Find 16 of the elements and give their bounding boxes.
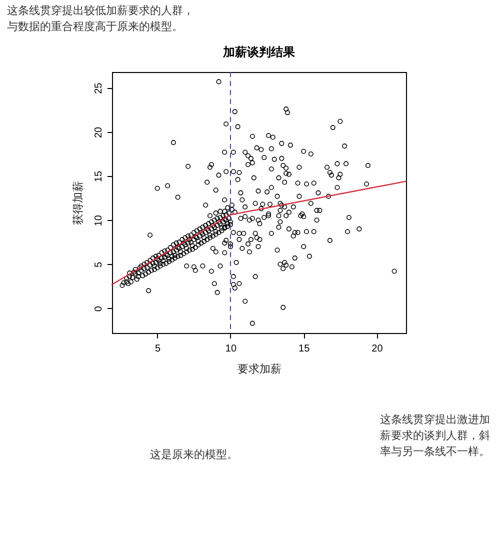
text: 这是原来的模型。 [150,448,238,461]
y-tick-label: 15 [94,170,104,182]
x-axis-title: 要求加薪 [238,362,282,376]
x-tick-label: 5 [155,344,162,354]
text: 这条线贯穿提出激进加薪要求的谈判人群，斜率与另一条线不一样。 [380,413,490,458]
y-axis-title: 获得加薪 [72,181,84,225]
y-tick-label: 0 [94,306,104,312]
y-tick-label: 5 [94,262,104,268]
y-tick-label: 25 [94,82,104,94]
x-tick-label: 15 [298,344,310,354]
x-tick-label: 10 [225,344,237,354]
y-tick-label: 10 [94,214,104,226]
x-tick-label: 20 [372,344,384,354]
y-tick-label: 20 [94,126,104,138]
chart-title: 加薪谈判结果 [222,45,296,59]
text: 这条线贯穿提出较低加薪要求的人群，与数据的重合程度高于原来的模型。 [7,4,194,33]
